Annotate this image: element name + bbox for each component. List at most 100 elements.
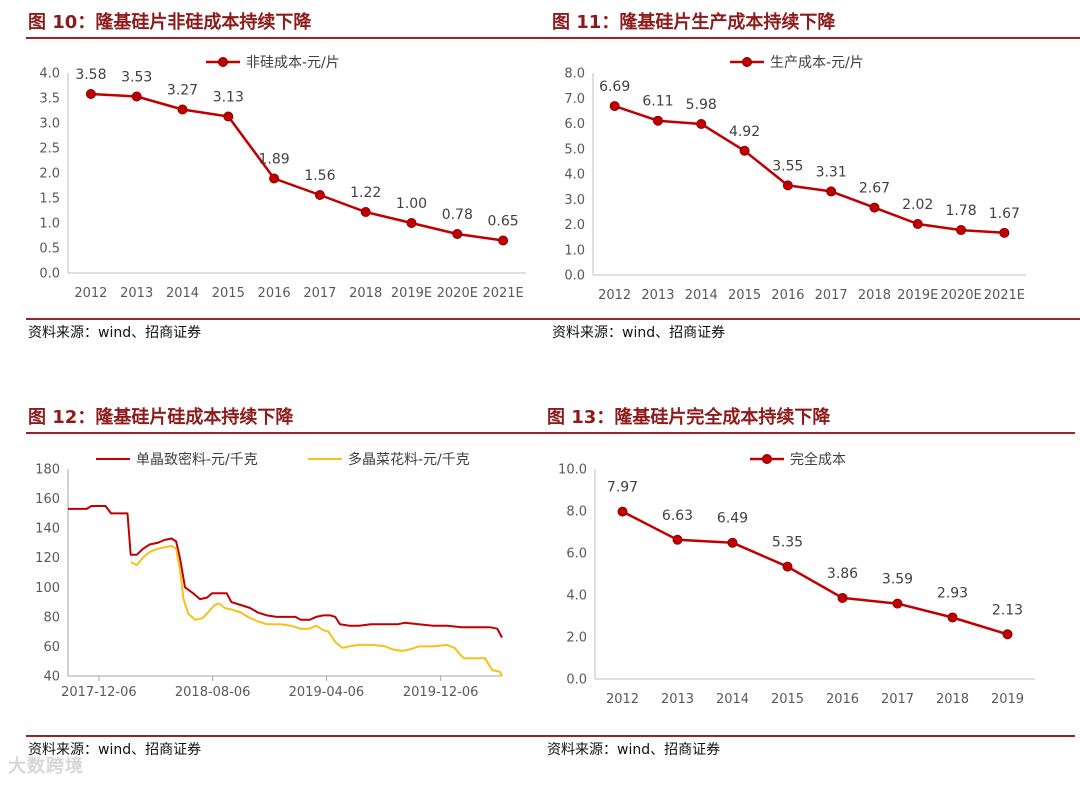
y-tick-label: 0.5 bbox=[39, 242, 60, 257]
data-point-marker bbox=[782, 180, 793, 191]
data-label: 2.67 bbox=[859, 181, 890, 197]
y-tick-label: 3.0 bbox=[39, 117, 60, 132]
x-tick-label: 2015 bbox=[771, 692, 804, 707]
chart-title: 图 11：隆基硅片生产成本持续下降 bbox=[552, 12, 836, 33]
data-label: 7.97 bbox=[607, 480, 638, 496]
title-rule bbox=[26, 432, 556, 434]
source-note: 资料来源：wind、招商证券 bbox=[28, 742, 202, 758]
y-tick-label: 2.5 bbox=[39, 142, 60, 157]
data-label: 0.78 bbox=[442, 207, 473, 223]
series-line bbox=[614, 104, 1005, 235]
data-label: 3.58 bbox=[75, 67, 106, 83]
x-tick-label: 2016 bbox=[771, 288, 804, 303]
data-point-marker bbox=[782, 561, 793, 572]
data-label: 3.53 bbox=[121, 70, 152, 86]
data-label: 6.69 bbox=[599, 79, 630, 95]
y-tick-label: 1.0 bbox=[564, 243, 585, 258]
x-tick-label: 2012 bbox=[74, 286, 107, 301]
y-tick-label: 0.0 bbox=[566, 673, 587, 688]
legend-label: 生产成本-元/片 bbox=[770, 55, 864, 71]
chart-panel-production-cost: 图 11：隆基硅片生产成本持续下降 0.0 1.0 2.0 3.0 4.0 5.0 6.0 7… bbox=[550, 0, 1080, 390]
data-point-marker bbox=[912, 218, 923, 229]
line-chart-total-cost: 0.0 2.0 4.0 6.0 8.0 10.0 2012 2013 2014 2015 2016 2… bbox=[558, 451, 1035, 707]
data-point-marker bbox=[360, 207, 371, 217]
x-tick-label: 2015 bbox=[212, 286, 245, 301]
y-tick-label: 4.0 bbox=[39, 67, 60, 82]
footer-rule bbox=[550, 318, 1080, 320]
x-tick-label: 2012 bbox=[606, 692, 639, 707]
x-tick-label: 2016 bbox=[258, 286, 291, 301]
data-label: 0.65 bbox=[488, 214, 519, 230]
y-tick-label: 1.0 bbox=[39, 217, 60, 232]
chart-title: 图 12：隆基硅片硅成本持续下降 bbox=[28, 407, 294, 428]
y-tick-label: 10.0 bbox=[558, 463, 587, 478]
x-tick-label: 2013 bbox=[120, 286, 153, 301]
data-point-marker bbox=[177, 104, 188, 115]
data-label: 3.55 bbox=[772, 158, 803, 174]
chart-panel-total-cost: 图 13：隆基硅片完全成本持续下降 0.0 2.0 4.0 6.0 8.0 10.0 201… bbox=[545, 395, 1075, 785]
x-tick-label: 2014 bbox=[685, 288, 718, 303]
y-tick-label: 8.0 bbox=[566, 505, 587, 520]
data-point-marker bbox=[131, 91, 142, 102]
x-tick-label: 2019-04-06 bbox=[289, 685, 365, 700]
y-tick-label: 3.0 bbox=[564, 193, 585, 208]
y-tick-label: 160 bbox=[35, 492, 60, 507]
legend-marker bbox=[742, 57, 752, 67]
legend-label: 多晶菜花料-元/千克 bbox=[348, 451, 470, 468]
data-point-marker bbox=[892, 598, 903, 609]
data-label: 5.98 bbox=[686, 97, 717, 113]
legend-label: 非硅成本-元/片 bbox=[246, 55, 340, 71]
data-point-marker bbox=[727, 537, 738, 548]
data-label: 6.49 bbox=[717, 511, 748, 527]
y-tick-label: 4.0 bbox=[564, 168, 585, 183]
y-tick-label: 1.5 bbox=[39, 192, 60, 207]
data-point-marker bbox=[498, 235, 509, 246]
title-rule bbox=[26, 37, 556, 39]
x-tick-label: 2015 bbox=[728, 288, 761, 303]
x-tick-label: 2014 bbox=[716, 692, 749, 707]
data-label: 6.63 bbox=[662, 508, 693, 524]
data-point-marker bbox=[609, 101, 620, 112]
data-label: 3.27 bbox=[167, 83, 198, 99]
x-tick-label: 2017 bbox=[815, 288, 848, 303]
legend-marker bbox=[762, 454, 772, 464]
data-point-marker bbox=[85, 89, 96, 99]
data-point-marker bbox=[826, 186, 837, 197]
x-tick-label: 2018 bbox=[858, 288, 891, 303]
x-tick-label: 2013 bbox=[661, 692, 694, 707]
data-point-marker bbox=[269, 173, 280, 184]
x-tick-label: 2021E bbox=[984, 288, 1025, 303]
y-tick-label: 60 bbox=[43, 640, 60, 655]
x-tick-label: 2012 bbox=[598, 288, 631, 303]
x-tick-label: 2018 bbox=[936, 692, 969, 707]
y-tick-label: 5.0 bbox=[564, 142, 585, 157]
x-tick-label: 2017-12-06 bbox=[61, 685, 137, 700]
x-tick-label: 2013 bbox=[641, 288, 674, 303]
x-tick-label: 2017 bbox=[881, 692, 914, 707]
legend-marker bbox=[218, 57, 228, 67]
source-note: 资料来源：wind、招商证券 bbox=[552, 325, 726, 341]
watermark-text: 大数跨境 bbox=[8, 756, 84, 777]
y-tick-label: 40 bbox=[43, 670, 60, 685]
y-tick-label: 7.0 bbox=[564, 92, 585, 107]
data-label: 3.31 bbox=[816, 164, 847, 180]
chart-panel-nonsilicon-cost: 图 10：隆基硅片非硅成本持续下降 0.0 0.5 1.0 1.5 2.0 2.5 3.0 3… bbox=[26, 0, 556, 390]
data-point-marker bbox=[314, 190, 325, 200]
y-tick-label: 140 bbox=[35, 522, 60, 537]
data-point-marker bbox=[739, 145, 750, 156]
y-tick-label: 0.0 bbox=[39, 267, 60, 282]
data-point-marker bbox=[999, 227, 1010, 238]
x-tick-label: 2018-08-06 bbox=[175, 685, 251, 700]
y-tick-label: 180 bbox=[35, 463, 60, 478]
data-point-marker bbox=[406, 218, 417, 228]
x-tick-label: 2020E bbox=[940, 288, 981, 303]
x-tick-label: 2020E bbox=[437, 286, 478, 301]
y-tick-label: 8.0 bbox=[564, 67, 585, 82]
data-label: 4.92 bbox=[729, 124, 760, 140]
source-note: 资料来源：wind、招商证券 bbox=[547, 742, 721, 758]
y-tick-label: 100 bbox=[35, 581, 60, 596]
line-chart-nonsilicon-cost: 0.0 0.5 1.0 1.5 2.0 2.5 3.0 3.5 4.0 2012 2013 2014 2… bbox=[39, 55, 526, 301]
series-line bbox=[90, 92, 504, 242]
legend-label: 单晶致密料-元/千克 bbox=[136, 451, 258, 468]
line-chart-silicon-cost: 40 60 80 100 120 140 160 180 2017-12-06 2018-08-0… bbox=[35, 451, 503, 700]
